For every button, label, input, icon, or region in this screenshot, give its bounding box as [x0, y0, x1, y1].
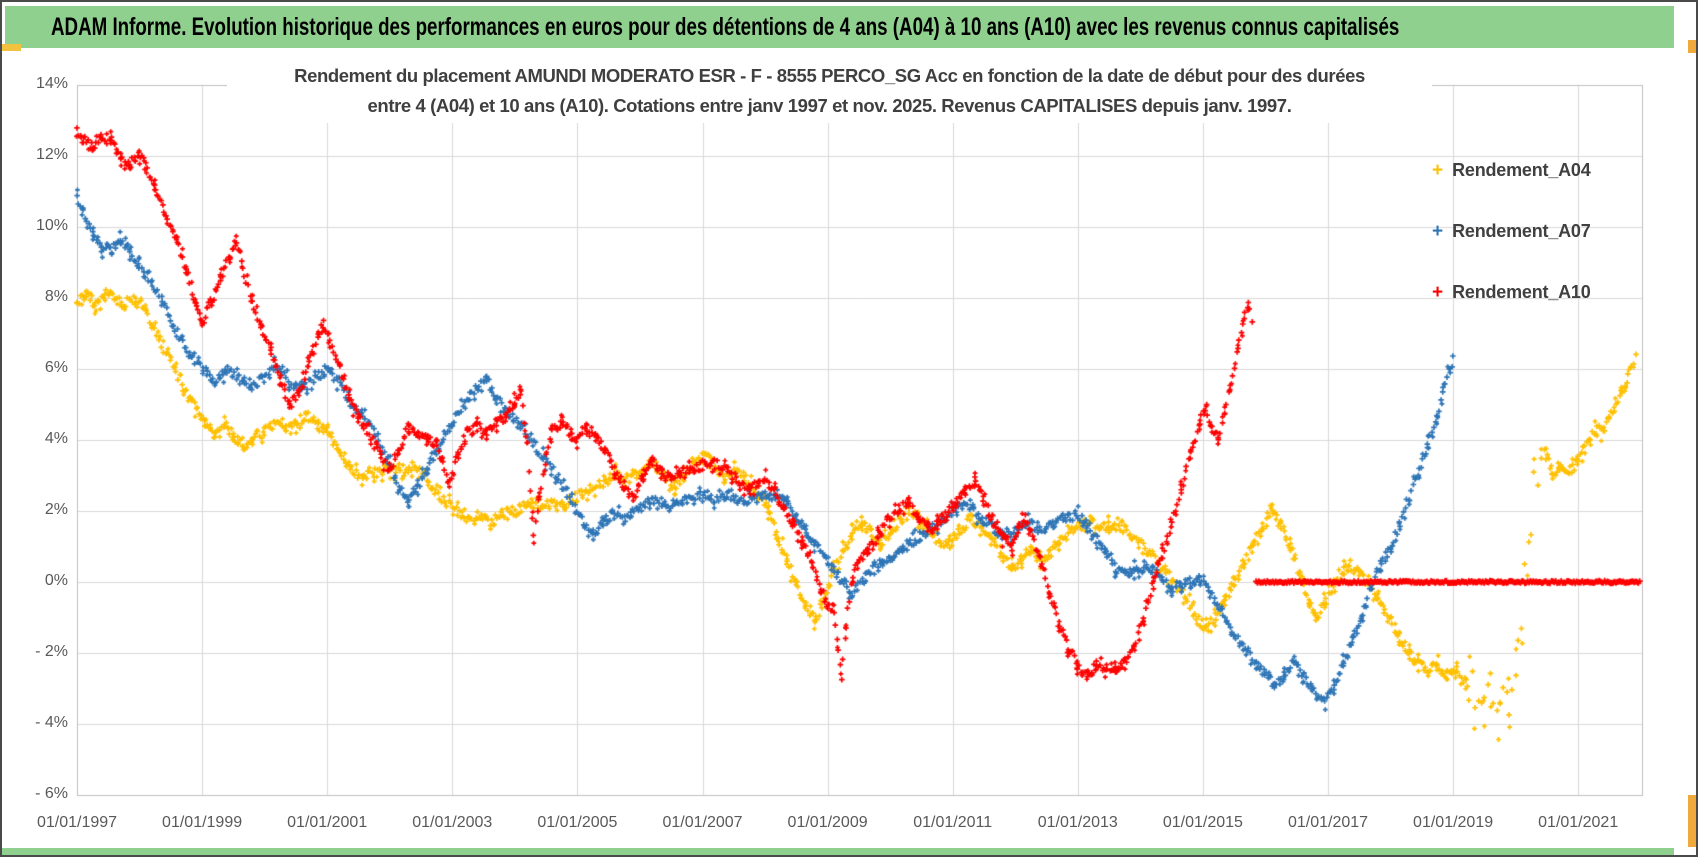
legend-label: Rendement_A07 — [1452, 220, 1591, 241]
y-axis-tick-label: - 4% — [35, 714, 68, 731]
x-axis-tick-label: 01/01/2019 — [1413, 814, 1494, 831]
legend-item-rendement-a07[interactable]: + Rendement_A07 — [1432, 218, 1632, 244]
gold-accent-top-right — [1688, 40, 1696, 53]
y-axis-tick-label: 10% — [35, 217, 68, 234]
legend-label: Rendement_A10 — [1452, 281, 1591, 302]
x-axis-tick-label: 01/01/2003 — [412, 814, 493, 831]
y-axis-tick-label: - 2% — [35, 643, 68, 660]
header-title: ADAM Informe. Evolution historique des p… — [51, 12, 1400, 41]
chart-title: Rendement du placement AMUNDI MODERATO E… — [227, 59, 1432, 123]
x-axis-tick-label: 01/01/2017 — [1287, 814, 1369, 831]
y-axis-tick-label: 2% — [44, 501, 68, 518]
legend-item-rendement-a04[interactable]: + Rendement_A04 — [1432, 157, 1632, 183]
x-axis-tick-label: 01/01/2013 — [1037, 814, 1118, 831]
gold-accent-bottom-right — [1688, 795, 1696, 847]
plus-marker-icon: + — [1432, 159, 1444, 181]
x-axis-tick-label: 01/01/1997 — [36, 814, 118, 831]
x-axis-tick-label: 01/01/2021 — [1538, 814, 1619, 831]
x-axis-tick-label: 01/01/2005 — [537, 814, 618, 831]
y-axis-tick-label: 14% — [35, 75, 68, 92]
gold-accent-bottom-left — [2, 44, 21, 51]
chart-title-line1: Rendement du placement AMUNDI MODERATO E… — [294, 65, 1365, 86]
y-axis-tick-label: 6% — [44, 359, 68, 376]
plus-marker-icon: + — [1432, 220, 1444, 242]
y-axis-tick-label: 0% — [44, 572, 68, 589]
x-axis-tick-label: 01/01/2015 — [1162, 814, 1243, 831]
x-axis-tick-label: 01/01/2001 — [287, 814, 368, 831]
y-axis-tick-label: 8% — [44, 288, 68, 305]
chart-legend: + Rendement_A04 + Rendement_A07 + Rendem… — [1432, 157, 1632, 340]
legend-label: Rendement_A04 — [1452, 159, 1591, 180]
legend-item-rendement-a10[interactable]: + Rendement_A10 — [1432, 279, 1632, 305]
x-axis-tick-label: 01/01/1999 — [162, 814, 243, 831]
y-axis-tick-label: 4% — [44, 430, 68, 447]
footer-bar — [2, 848, 1674, 855]
x-axis-tick-label: 01/01/2007 — [662, 814, 743, 831]
x-axis-tick-label: 01/01/2009 — [787, 814, 868, 831]
x-axis-tick-label: 01/01/2011 — [913, 814, 993, 831]
header-bar: ADAM Informe. Evolution historique des p… — [5, 6, 1674, 48]
chart-title-line2: entre 4 (A04) et 10 ans (A10). Cotations… — [367, 95, 1292, 116]
y-axis-tick-label: 12% — [35, 146, 68, 163]
plus-marker-icon: + — [1432, 281, 1444, 303]
y-axis-tick-label: - 6% — [35, 785, 68, 802]
